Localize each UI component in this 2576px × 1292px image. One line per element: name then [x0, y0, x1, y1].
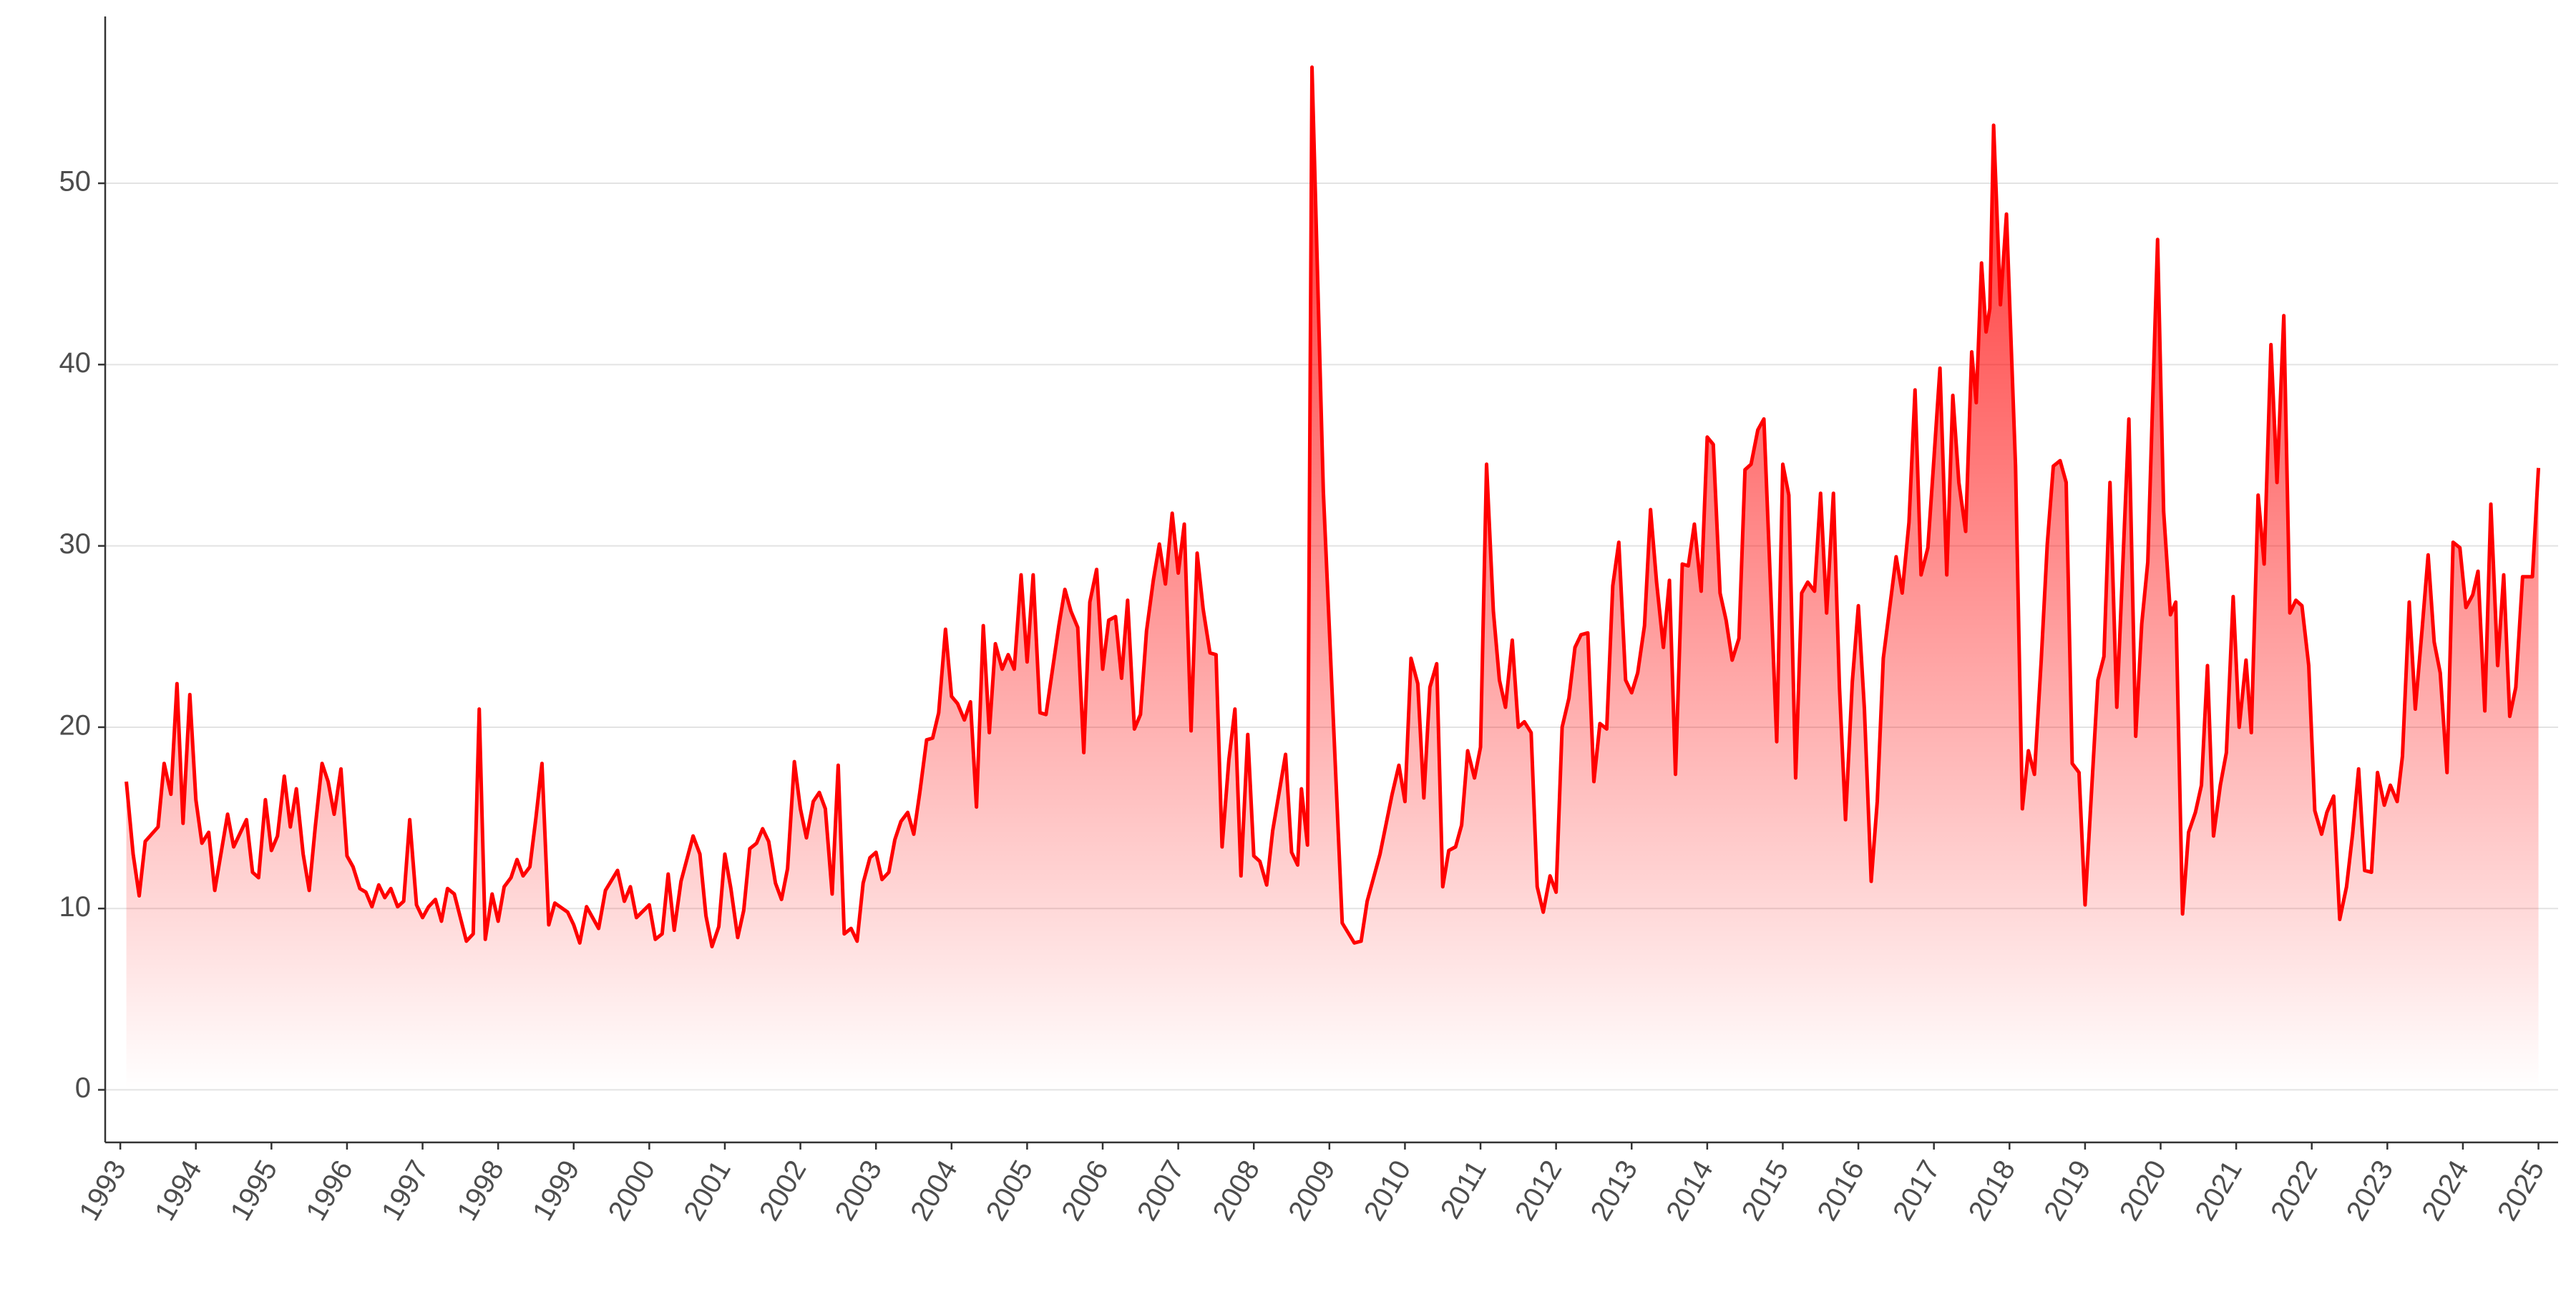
x-tick-label: 2024 — [2416, 1155, 2475, 1226]
y-tick-label: 0 — [75, 1072, 91, 1104]
x-tick-label: 2003 — [829, 1155, 889, 1226]
x-tick-label: 2023 — [2341, 1155, 2400, 1226]
x-tick-label: 1998 — [452, 1155, 511, 1226]
x-tick-label: 2005 — [980, 1155, 1040, 1226]
x-tick-label: 2012 — [1509, 1155, 1568, 1226]
x-tick-label: 1996 — [300, 1155, 359, 1226]
x-tick-label: 2014 — [1660, 1155, 1719, 1226]
y-tick-label: 10 — [59, 891, 92, 923]
x-tick-label: 2017 — [1887, 1155, 1946, 1226]
y-tick-label: 30 — [59, 528, 92, 560]
y-tick-label: 40 — [59, 347, 92, 379]
x-tick-label: 2006 — [1055, 1155, 1115, 1226]
x-tick-label: 2002 — [753, 1155, 813, 1226]
x-tick-label: 1997 — [376, 1155, 435, 1226]
x-tick-label: 2001 — [678, 1155, 737, 1226]
x-tick-label: 1994 — [149, 1155, 208, 1226]
x-tick-label: 2016 — [1811, 1155, 1870, 1226]
x-tick-label: 2004 — [904, 1155, 964, 1226]
x-tick-label: 2020 — [2114, 1155, 2173, 1226]
x-tick-label: 2019 — [2038, 1155, 2097, 1226]
x-tick-label: 2008 — [1207, 1155, 1267, 1226]
x-tick-label: 2010 — [1358, 1155, 1418, 1226]
x-tick-label: 1993 — [73, 1155, 132, 1226]
x-tick-label: 2013 — [1585, 1155, 1644, 1226]
x-tick-label: 2025 — [2492, 1155, 2551, 1226]
x-tick-label: 2018 — [1963, 1155, 2022, 1226]
x-tick-label: 1995 — [225, 1155, 284, 1226]
x-tick-label: 2021 — [2189, 1155, 2248, 1226]
y-tick-label: 50 — [59, 166, 92, 198]
x-tick-label: 2007 — [1131, 1155, 1191, 1226]
x-tick-label: 2011 — [1435, 1155, 1493, 1224]
x-tick-label: 1999 — [527, 1155, 586, 1226]
y-tick-label: 20 — [59, 710, 92, 742]
line — [125, 65, 2541, 948]
x-tick-label: 2015 — [1736, 1155, 1795, 1226]
x-tick-label: 2000 — [602, 1155, 662, 1226]
x-tick-label: 2022 — [2265, 1155, 2324, 1226]
area-fill — [126, 67, 2539, 1090]
x-tick-label: 2009 — [1282, 1155, 1342, 1226]
